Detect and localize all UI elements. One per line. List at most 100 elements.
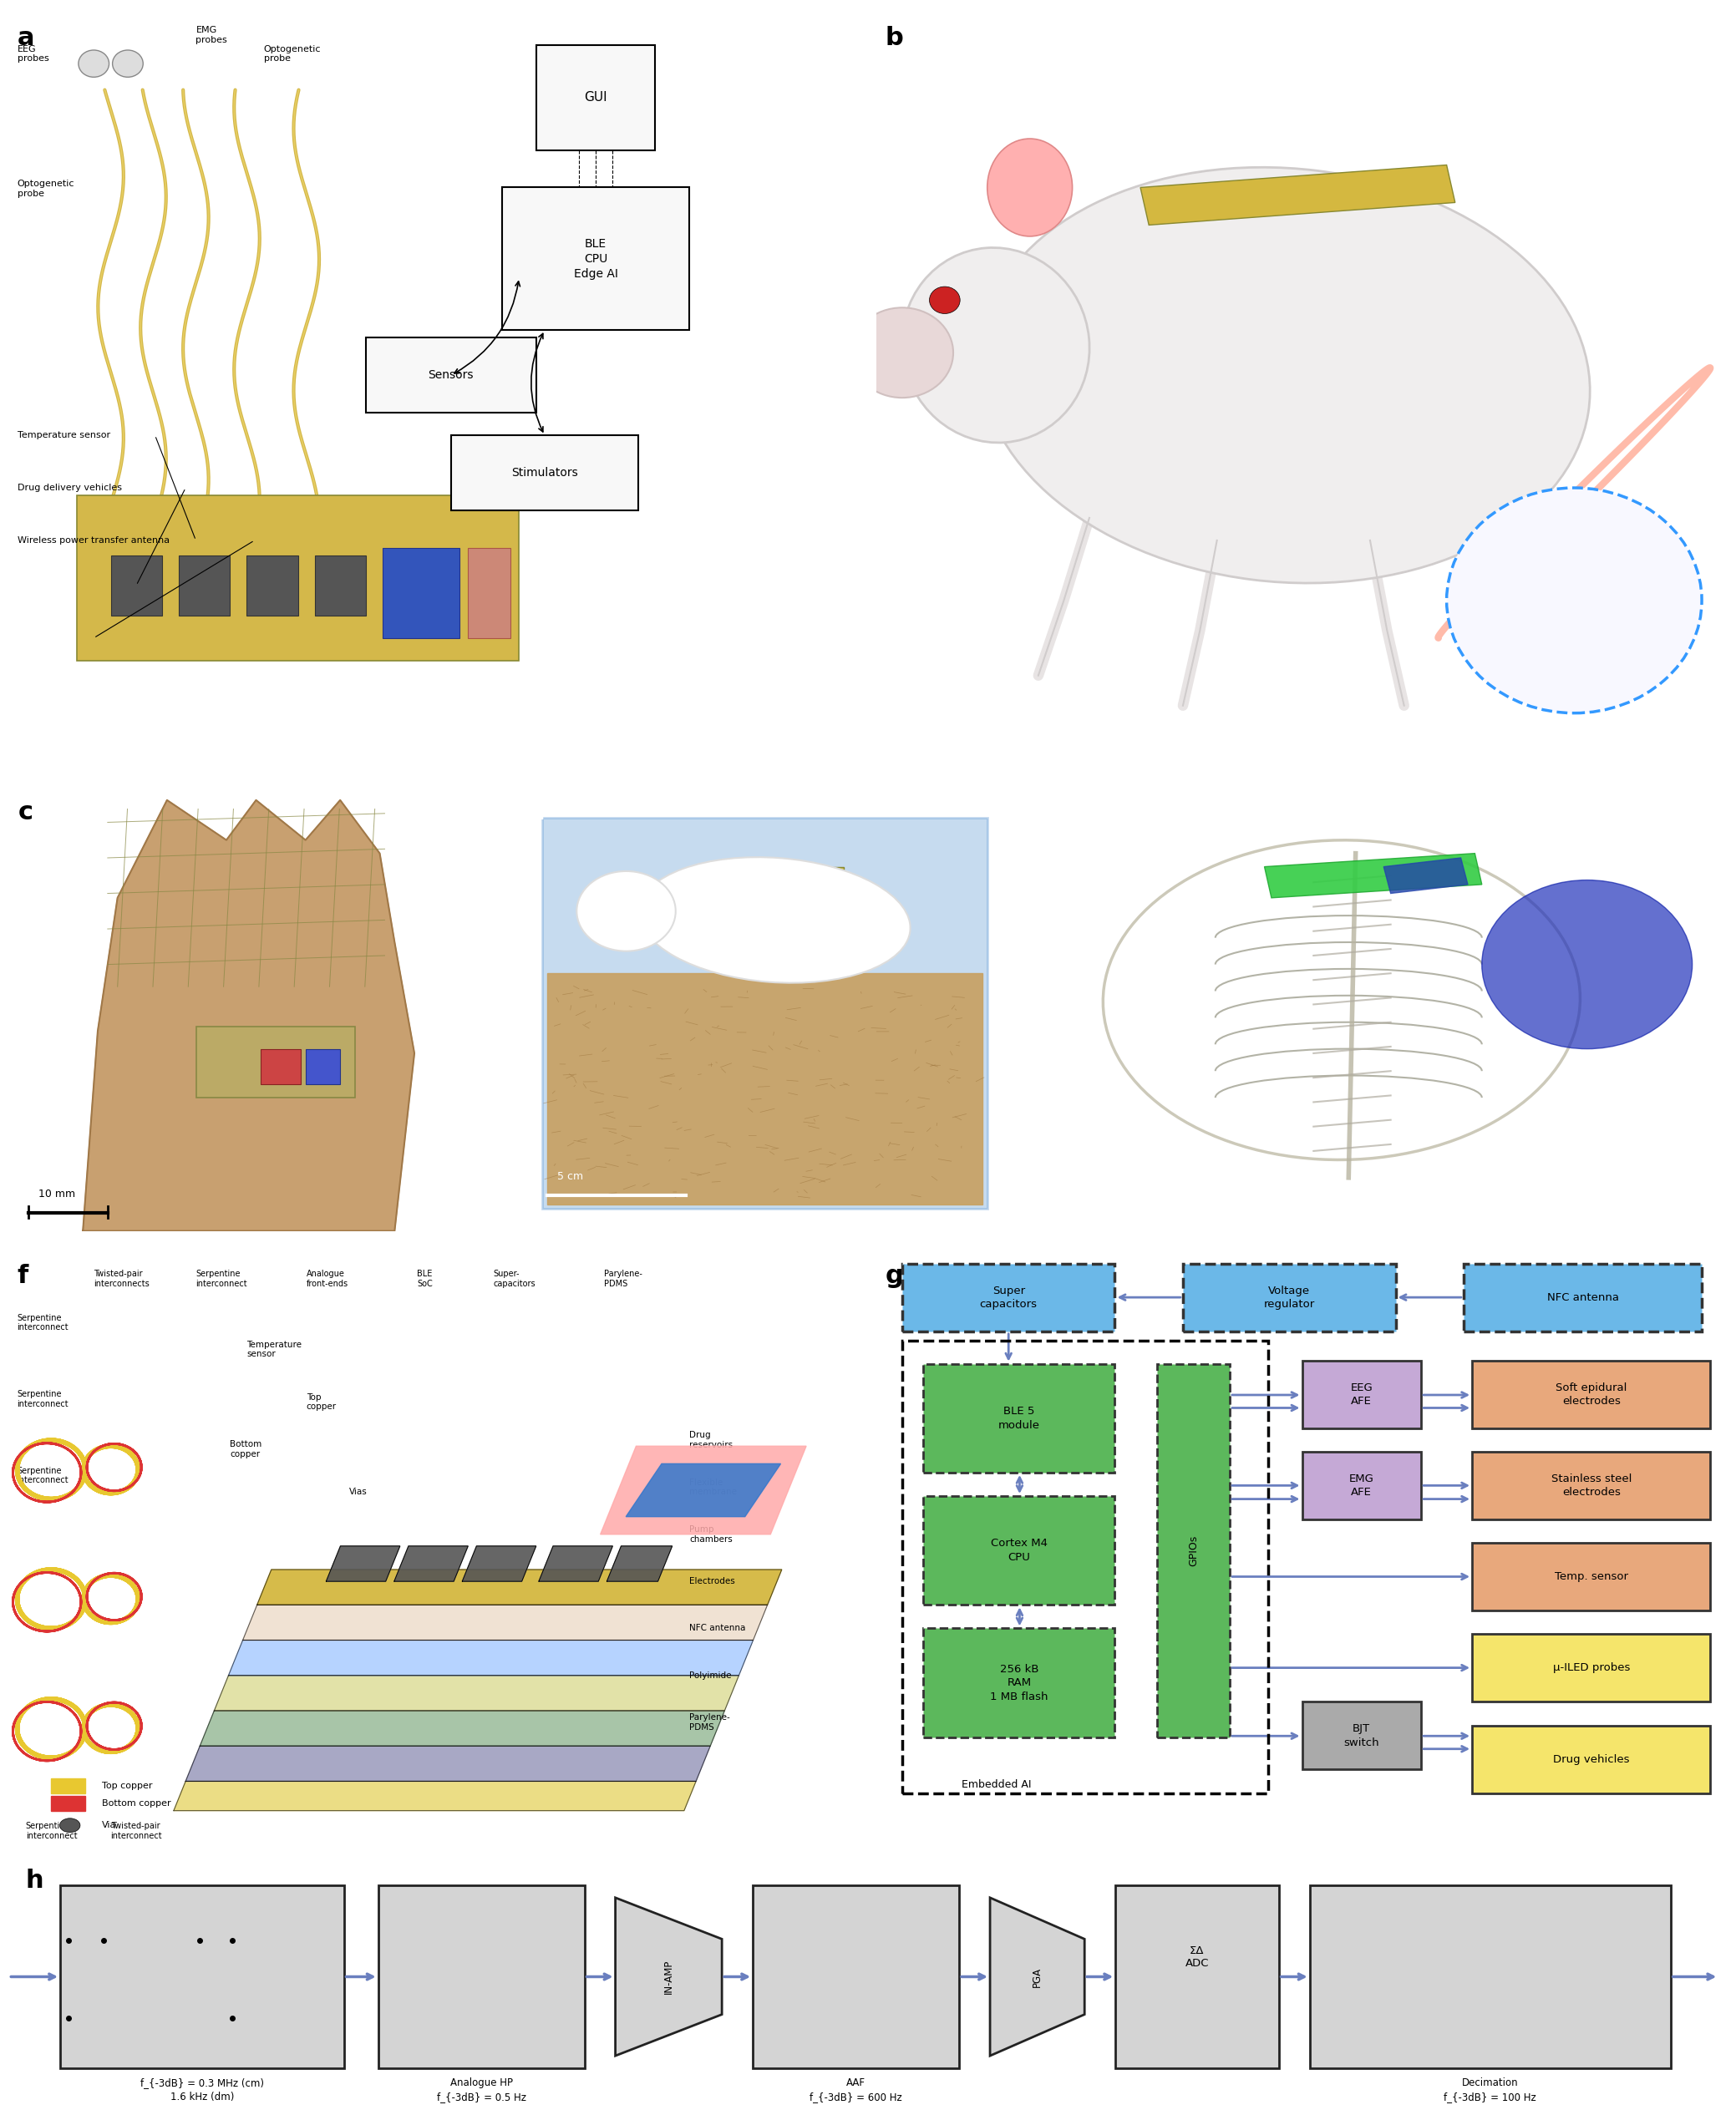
Text: Serpentine
interconnect: Serpentine interconnect	[17, 1466, 69, 1485]
Polygon shape	[52, 1779, 85, 1794]
FancyBboxPatch shape	[502, 188, 689, 330]
Text: Optogenetic
probe: Optogenetic probe	[264, 44, 321, 63]
Text: BLE 5
module: BLE 5 module	[998, 1406, 1040, 1430]
Polygon shape	[394, 1546, 469, 1582]
Text: a: a	[17, 25, 35, 51]
Text: Optogenetic
probe: Optogenetic probe	[17, 180, 75, 199]
Polygon shape	[615, 1897, 722, 2056]
Polygon shape	[1384, 859, 1469, 893]
Text: EMG
probes: EMG probes	[196, 25, 227, 44]
Text: Serpentine
interconnect: Serpentine interconnect	[26, 1821, 76, 1840]
FancyBboxPatch shape	[924, 1495, 1115, 1605]
Polygon shape	[214, 1675, 740, 1711]
Polygon shape	[627, 1464, 781, 1516]
FancyBboxPatch shape	[1302, 1453, 1422, 1519]
Text: Bottom copper: Bottom copper	[102, 1800, 172, 1808]
FancyBboxPatch shape	[715, 867, 844, 893]
Text: Parylene-
PDMS: Parylene- PDMS	[604, 1269, 642, 1288]
Text: 256 kB
RAM
1 MB flash: 256 kB RAM 1 MB flash	[990, 1665, 1049, 1703]
Text: e: e	[1033, 799, 1050, 825]
FancyBboxPatch shape	[1116, 1887, 1279, 2068]
FancyBboxPatch shape	[1472, 1360, 1710, 1428]
Text: Drug delivery vehicles: Drug delivery vehicles	[17, 484, 122, 493]
Ellipse shape	[576, 871, 675, 952]
Text: Temperature
sensor: Temperature sensor	[247, 1341, 302, 1358]
Text: IN-AMP: IN-AMP	[663, 1958, 674, 1994]
Text: BLE
SoC: BLE SoC	[417, 1269, 432, 1288]
Ellipse shape	[988, 140, 1073, 237]
Text: GUI: GUI	[583, 91, 608, 104]
Text: Temperature sensor: Temperature sensor	[17, 431, 109, 440]
Text: NFC antenna: NFC antenna	[689, 1624, 745, 1633]
Polygon shape	[1141, 165, 1455, 224]
Text: Soft epidural
electrodes: Soft epidural electrodes	[1555, 1383, 1627, 1406]
Text: EMG
AFE: EMG AFE	[1349, 1474, 1373, 1497]
FancyBboxPatch shape	[378, 1887, 585, 2068]
Circle shape	[78, 51, 109, 76]
FancyBboxPatch shape	[260, 1049, 300, 1085]
Text: μ-ILED probes: μ-ILED probes	[1552, 1662, 1630, 1673]
Text: GPIOs: GPIOs	[1187, 1535, 1200, 1565]
Text: Drug vehicles: Drug vehicles	[1554, 1753, 1630, 1764]
Circle shape	[59, 1819, 80, 1832]
FancyBboxPatch shape	[179, 556, 229, 615]
Text: Bottom
copper: Bottom copper	[229, 1440, 262, 1457]
Circle shape	[1446, 489, 1701, 713]
Text: AAF
f_{-3dB} = 600 Hz: AAF f_{-3dB} = 600 Hz	[809, 2077, 903, 2102]
Polygon shape	[601, 1447, 806, 1533]
Text: g: g	[885, 1265, 903, 1288]
Polygon shape	[200, 1711, 724, 1747]
Text: Serpentine
interconnect: Serpentine interconnect	[17, 1390, 69, 1409]
Text: 1 cm: 1 cm	[1047, 1180, 1073, 1191]
Text: Cortex M4
CPU: Cortex M4 CPU	[991, 1538, 1047, 1563]
FancyBboxPatch shape	[196, 1026, 354, 1098]
Polygon shape	[608, 1546, 672, 1582]
Circle shape	[929, 288, 960, 313]
FancyBboxPatch shape	[306, 1049, 340, 1085]
Text: Super-
capacitors: Super- capacitors	[493, 1269, 536, 1288]
FancyBboxPatch shape	[1463, 1265, 1701, 1332]
Polygon shape	[257, 1569, 781, 1605]
FancyBboxPatch shape	[924, 1629, 1115, 1736]
FancyBboxPatch shape	[903, 1265, 1115, 1332]
Ellipse shape	[639, 857, 910, 983]
FancyBboxPatch shape	[1472, 1635, 1710, 1703]
Text: Stimulators: Stimulators	[512, 467, 578, 478]
Text: EEG
AFE: EEG AFE	[1351, 1383, 1373, 1406]
FancyBboxPatch shape	[451, 436, 639, 510]
Polygon shape	[186, 1747, 710, 1781]
Text: Top copper: Top copper	[102, 1781, 153, 1789]
FancyBboxPatch shape	[924, 1364, 1115, 1472]
FancyBboxPatch shape	[1302, 1360, 1422, 1428]
Text: f_{-3dB} = 0.3 MHz (cm)
1.6 kHz (dm): f_{-3dB} = 0.3 MHz (cm) 1.6 kHz (dm)	[141, 2077, 264, 2102]
Polygon shape	[538, 1546, 613, 1582]
FancyBboxPatch shape	[1472, 1726, 1710, 1794]
Text: BJT
switch: BJT switch	[1344, 1724, 1380, 1747]
Text: Decimation
f_{-3dB} = 100 Hz: Decimation f_{-3dB} = 100 Hz	[1444, 2077, 1536, 2102]
Text: h: h	[26, 1868, 43, 1893]
FancyBboxPatch shape	[111, 556, 161, 615]
Text: 10 mm: 10 mm	[38, 1189, 75, 1199]
Circle shape	[113, 51, 142, 76]
FancyBboxPatch shape	[1158, 1364, 1229, 1736]
Text: Drug
reservoirs: Drug reservoirs	[689, 1432, 733, 1449]
Text: Analogue HP
f_{-3dB} = 0.5 Hz: Analogue HP f_{-3dB} = 0.5 Hz	[437, 2077, 526, 2102]
Text: Via: Via	[102, 1821, 116, 1829]
Polygon shape	[1264, 852, 1483, 897]
Polygon shape	[174, 1781, 696, 1810]
Text: Polyimide: Polyimide	[689, 1671, 731, 1679]
FancyBboxPatch shape	[1309, 1887, 1670, 2068]
Text: Twisted-pair
interconnects: Twisted-pair interconnects	[94, 1269, 149, 1288]
FancyBboxPatch shape	[469, 548, 510, 639]
Text: c: c	[19, 799, 33, 825]
FancyBboxPatch shape	[384, 548, 460, 639]
Text: Flexible
membrane: Flexible membrane	[689, 1478, 736, 1495]
FancyBboxPatch shape	[247, 556, 299, 615]
FancyBboxPatch shape	[753, 1887, 958, 2068]
FancyBboxPatch shape	[1472, 1544, 1710, 1612]
Text: Twisted-pair
interconnect: Twisted-pair interconnect	[111, 1821, 161, 1840]
Polygon shape	[52, 1796, 85, 1810]
Ellipse shape	[851, 307, 953, 398]
FancyBboxPatch shape	[536, 44, 654, 150]
Polygon shape	[229, 1639, 753, 1675]
